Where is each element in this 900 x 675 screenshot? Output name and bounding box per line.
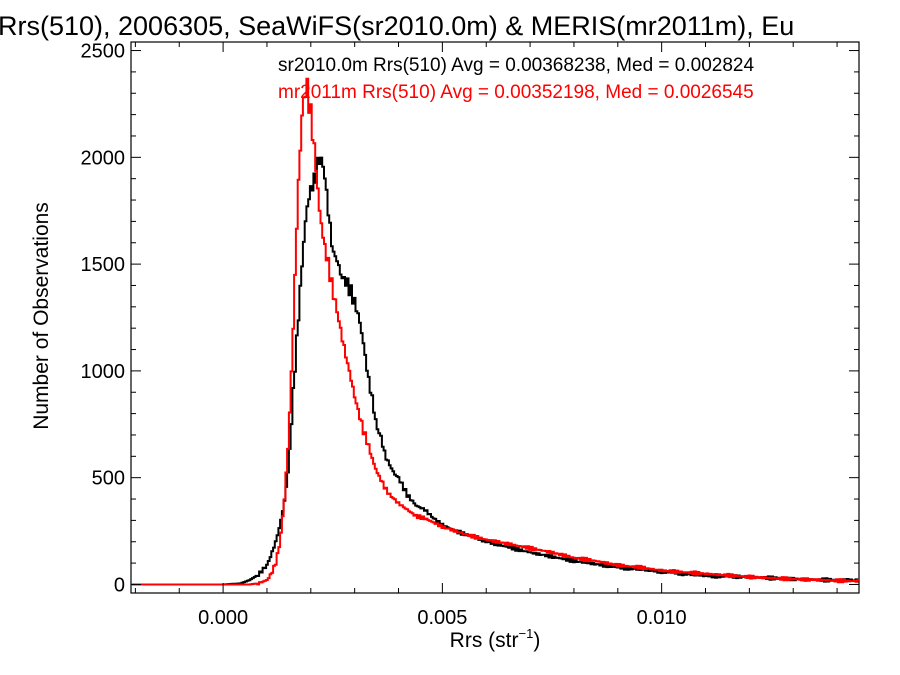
x-tick-label-0: 0.000 (198, 607, 248, 629)
x-axis-label-close: ) (533, 629, 540, 652)
series-line-0 (131, 156, 859, 586)
y-tick-label-5: 2500 (81, 41, 126, 63)
series-line-1 (131, 77, 859, 586)
y-tick-label-1: 500 (92, 468, 125, 490)
y-tick-label-4: 2000 (81, 147, 126, 169)
plot-frame (130, 41, 860, 594)
plot-area: 0.000 0.005 0.010 0 500 1000 1500 2000 2500 (81, 41, 860, 629)
tick-layer: 0.000 0.005 0.010 0 500 1000 1500 2000 2500 (81, 41, 859, 629)
x-tick-label-1: 0.005 (417, 607, 467, 629)
x-axis-label-main: Rrs (str (450, 629, 519, 652)
y-axis-label: Number of Observations (30, 202, 53, 430)
legend-entry-mr2011: mr2011m Rrs(510) Avg = 0.00352198, Med =… (278, 82, 754, 103)
legend-entry-sr2010: sr2010.0m Rrs(510) Avg = 0.00368238, Med… (278, 55, 754, 76)
x-axis-label: Rrs (str−1) (450, 626, 541, 652)
y-tick-label-3: 1500 (81, 254, 126, 276)
y-tick-label-2: 1000 (81, 361, 126, 383)
series-layer (131, 77, 859, 586)
y-tick-label-0: 0 (114, 574, 125, 596)
x-axis-label-superscript: −1 (519, 626, 534, 641)
chart-title: Rrs(510), 2006305, SeaWiFS(sr2010.0m) & … (0, 11, 794, 41)
x-tick-label-2: 0.010 (637, 607, 687, 629)
